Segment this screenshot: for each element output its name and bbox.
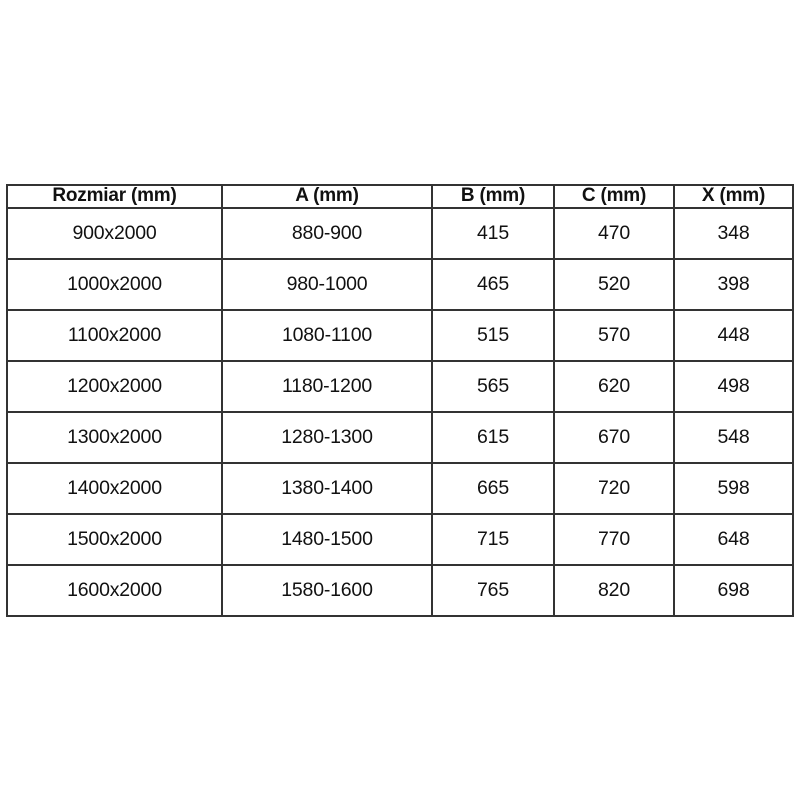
cell-b: 615 [431,410,555,464]
cell-c: 570 [553,308,675,362]
cell-x: 348 [673,206,794,260]
cell-c: 720 [553,461,675,515]
cell-a: 880-900 [221,206,433,260]
cell-b: 465 [431,257,555,311]
cell-a: 1080-1100 [221,308,433,362]
table-row: 1000x2000 980-1000 465 520 398 [6,257,794,311]
table-row: 1200x2000 1180-1200 565 620 498 [6,359,794,413]
cell-b: 665 [431,461,555,515]
column-header-x: X (mm) [673,184,794,209]
table-row: 1400x2000 1380-1400 665 720 598 [6,461,794,515]
cell-c: 770 [553,512,675,566]
cell-b: 765 [431,563,555,618]
cell-x: 448 [673,308,794,362]
cell-b: 715 [431,512,555,566]
column-header-c: C (mm) [553,184,675,209]
column-header-a: A (mm) [221,184,433,209]
table-row: 1500x2000 1480-1500 715 770 648 [6,512,794,566]
cell-size: 1100x2000 [6,308,223,362]
table-row: 900x2000 880-900 415 470 348 [6,206,794,260]
cell-a: 1480-1500 [221,512,433,566]
cell-x: 398 [673,257,794,311]
cell-c: 470 [553,206,675,260]
cell-size: 900x2000 [6,206,223,260]
cell-x: 598 [673,461,794,515]
cell-a: 1380-1400 [221,461,433,515]
specification-table-container: Rozmiar (mm) A (mm) B (mm) C (mm) X (mm)… [6,184,794,618]
cell-b: 565 [431,359,555,413]
cell-b: 415 [431,206,555,260]
table-body: 900x2000 880-900 415 470 348 1000x2000 9… [6,206,794,618]
cell-x: 548 [673,410,794,464]
cell-size: 1600x2000 [6,563,223,618]
cell-x: 698 [673,563,794,618]
table-row: 1600x2000 1580-1600 765 820 698 [6,563,794,618]
cell-a: 980-1000 [221,257,433,311]
cell-c: 820 [553,563,675,618]
cell-c: 520 [553,257,675,311]
table-row: 1300x2000 1280-1300 615 670 548 [6,410,794,464]
column-header-b: B (mm) [431,184,555,209]
cell-a: 1580-1600 [221,563,433,618]
table-row: 1100x2000 1080-1100 515 570 448 [6,308,794,362]
cell-size: 1200x2000 [6,359,223,413]
cell-a: 1180-1200 [221,359,433,413]
cell-b: 515 [431,308,555,362]
cell-size: 1500x2000 [6,512,223,566]
cell-c: 670 [553,410,675,464]
cell-x: 648 [673,512,794,566]
cell-c: 620 [553,359,675,413]
cell-size: 1300x2000 [6,410,223,464]
table-header: Rozmiar (mm) A (mm) B (mm) C (mm) X (mm) [6,184,794,209]
cell-a: 1280-1300 [221,410,433,464]
column-header-size: Rozmiar (mm) [6,184,223,209]
table-header-row: Rozmiar (mm) A (mm) B (mm) C (mm) X (mm) [6,184,794,209]
cell-x: 498 [673,359,794,413]
cell-size: 1400x2000 [6,461,223,515]
cell-size: 1000x2000 [6,257,223,311]
specification-table: Rozmiar (mm) A (mm) B (mm) C (mm) X (mm)… [6,184,794,618]
